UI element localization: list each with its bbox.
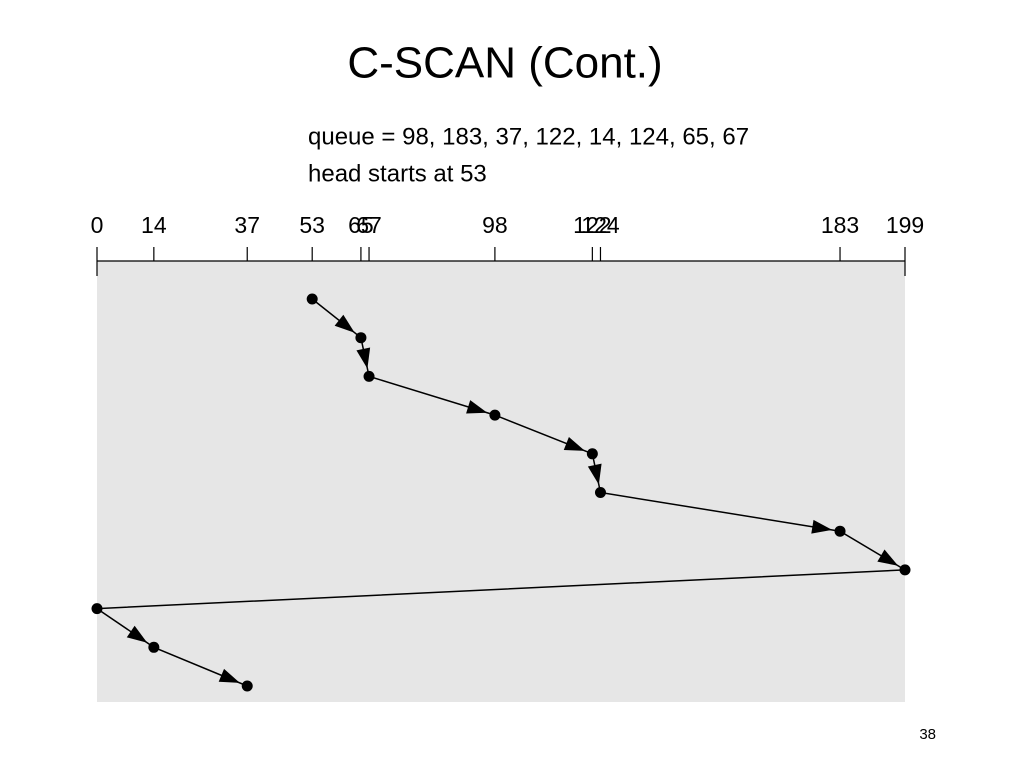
- head-stop: [148, 641, 160, 653]
- slide-title: C-SCAN (Cont.): [347, 39, 662, 88]
- x-tick-label: 199: [886, 212, 924, 238]
- x-tick-label: 98: [482, 212, 508, 238]
- head-stop: [363, 370, 375, 382]
- head-stop: [306, 293, 318, 305]
- x-tick-label: 14: [141, 212, 167, 238]
- arrowhead: [563, 436, 585, 451]
- x-tick-label: 65: [348, 212, 374, 238]
- arrowhead: [466, 400, 488, 414]
- x-tick-label: 67: [356, 212, 382, 238]
- arrowhead: [587, 463, 602, 485]
- x-tick-label: 53: [299, 212, 325, 238]
- head-stop: [91, 603, 103, 615]
- page-number: 38: [919, 726, 936, 743]
- x-tick-label: 37: [234, 212, 260, 238]
- arrowhead: [334, 314, 355, 333]
- x-tick-label: 124: [581, 212, 620, 238]
- x-tick-label: 122: [573, 212, 611, 238]
- head-stop: [355, 332, 367, 344]
- text-line: queue = 98, 183, 37, 122, 14, 124, 65, 6…: [308, 123, 749, 150]
- head-stop: [594, 487, 606, 498]
- arrowhead: [356, 347, 371, 369]
- arrowhead: [126, 625, 148, 643]
- arrowhead: [811, 519, 833, 534]
- arrowhead: [877, 549, 899, 566]
- arrowhead: [218, 668, 240, 683]
- text-line: head starts at 53: [308, 160, 487, 187]
- head-stop: [899, 564, 911, 576]
- head-stop: [241, 680, 253, 692]
- head-stop: [586, 448, 598, 460]
- x-tick-label: 0: [91, 212, 104, 238]
- head-stop: [834, 525, 846, 537]
- plot-background: [97, 261, 905, 702]
- head-stop: [489, 409, 501, 421]
- x-tick-label: 183: [821, 212, 859, 238]
